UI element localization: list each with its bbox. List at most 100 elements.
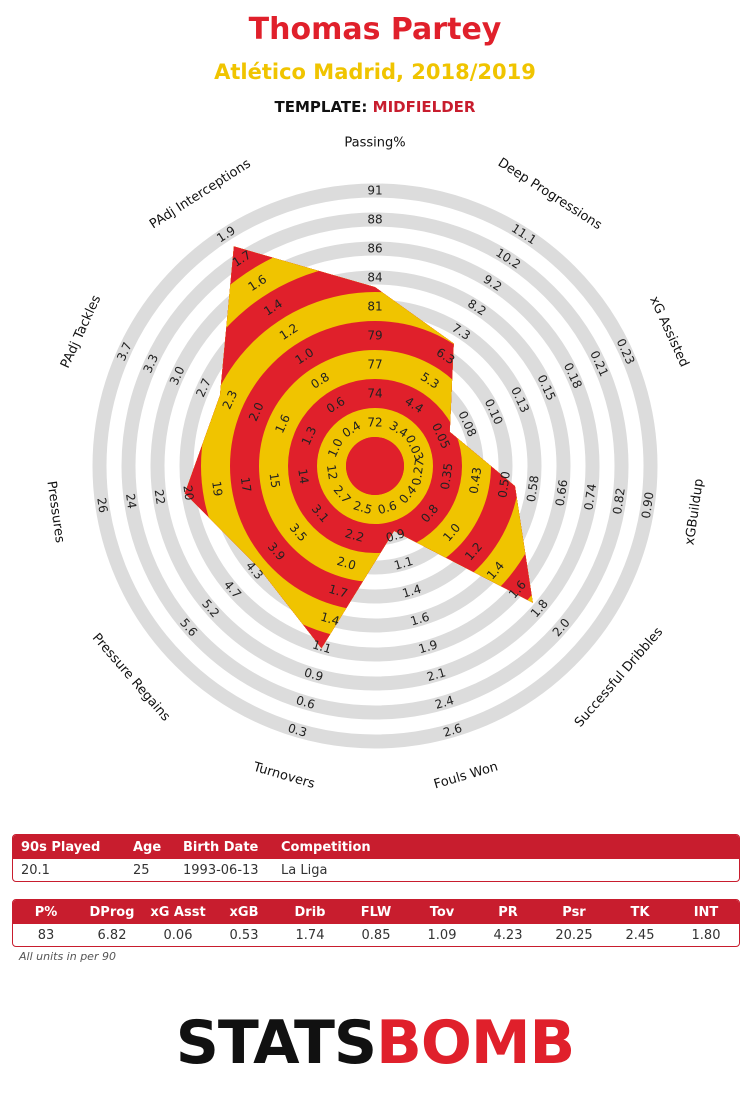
axis-tick-label: 0.18 (561, 361, 585, 391)
axis-tick-label: 84 (367, 271, 382, 285)
axis-tick-label: 2.6 (441, 721, 463, 740)
axis-tick-label: 17 (238, 476, 254, 493)
axis-tick-label: 2.5 (352, 498, 374, 517)
axis-tick-label: 20 (180, 484, 196, 501)
background-ring (150, 241, 600, 691)
axis-tick-label: 0.9 (303, 665, 325, 684)
background-ring (179, 270, 571, 662)
axis-tick-label: 1.6 (409, 610, 431, 629)
axis-tick-label: 0.6 (294, 693, 316, 712)
stats-value-cell: 20.25 (555, 927, 593, 943)
axis-tick-label: 15 (267, 472, 283, 489)
info-value-cell: 20.1 (21, 862, 50, 878)
axis-tick-label: 22 (152, 488, 168, 505)
template-label: TEMPLATE: (274, 98, 368, 116)
template-line: TEMPLATE: MIDFIELDER (0, 98, 750, 116)
axis-tick-label: 0.43 (467, 466, 485, 494)
stats-header-cell: FLW (360, 904, 392, 920)
statsbomb-logo: STATSBOMB (0, 1008, 750, 1078)
axis-tick-label: 0.13 (508, 385, 532, 415)
axis-tick-label: 2.2 (343, 526, 365, 545)
stats-value-cell: 0.53 (229, 927, 259, 943)
axis-tick-label: 0.58 (524, 474, 542, 502)
template-value: MIDFIELDER (372, 98, 476, 116)
stats-value-cell: 83 (37, 927, 55, 943)
info-table-header: 90s Played Age Birth Date Competition (13, 835, 739, 859)
stats-table-header: P% DProg xG Asst xGB Drib FLW Tov PR Psr… (13, 900, 739, 924)
info-table: 90s Played Age Birth Date Competition 20… (12, 834, 740, 882)
stats-header-cell: Psr (562, 904, 586, 920)
radar-center (346, 437, 404, 495)
stats-value-cell: 1.80 (691, 927, 721, 943)
stats-header-cell: xGB (229, 904, 259, 920)
stats-header-cell: Drib (294, 904, 326, 920)
axis-label: Fouls Won (432, 759, 500, 792)
axis-tick-label: 1.9 (417, 637, 439, 656)
stats-header-cell: DProg (89, 904, 135, 920)
axis-tick-label: 0.15 (535, 373, 559, 403)
axis-tick-label: 2.1 (425, 665, 447, 684)
axis-tick-label: 12 (324, 464, 340, 481)
axis-tick-label: 1.1 (392, 554, 414, 573)
axis-tick-label: 74 (367, 387, 382, 401)
info-value-cell: La Liga (281, 862, 328, 878)
stats-header-cell: INT (693, 904, 719, 920)
stats-value-cell: 1.09 (427, 927, 457, 943)
stats-value-cell: 6.82 (97, 927, 127, 943)
axis-tick-label: 1.1 (311, 637, 333, 656)
axis-tick-label: 79 (367, 329, 382, 343)
axis-tick-label: 0.3 (286, 721, 308, 740)
info-header-cell: Competition (281, 839, 371, 855)
axis-tick-label: 91 (367, 184, 382, 198)
stats-header-cell: Tov (429, 904, 455, 920)
axis-tick-label: 1.4 (401, 582, 423, 601)
axis-label: xG Assisted (646, 294, 691, 369)
club-season: Atlético Madrid, 2018/2019 (214, 60, 536, 84)
units-footnote: All units in per 90 (19, 950, 116, 963)
axis-tick-label: 72 (367, 416, 382, 430)
radar-chart: 727477798184868891Passing%3.44.45.36.37.… (43, 136, 707, 793)
axis-label: PAdj Tackles (58, 293, 104, 371)
stats-value-cell: 1.74 (295, 927, 325, 943)
info-header-cell: Age (133, 839, 162, 855)
info-header-cell: 90s Played (21, 839, 101, 855)
axis-tick-label: 0.23 (614, 336, 638, 366)
player-name: Thomas Partey (248, 12, 502, 47)
info-header-cell: Birth Date (183, 839, 259, 855)
stats-value-cell: 4.23 (493, 927, 523, 943)
logo-text-bomb: BOMB (376, 1008, 575, 1078)
info-value-cell: 1993-06-13 (183, 862, 259, 878)
axis-tick-label: 0.10 (482, 397, 506, 427)
axis-tick-label: 26 (94, 497, 110, 514)
axis-label: Pressures (43, 480, 67, 544)
axis-tick-label: 0.35 (438, 462, 456, 490)
axis-tick-label: 0.6 (376, 498, 398, 517)
stats-table: P% DProg xG Asst xGB Drib FLW Tov PR Psr… (12, 899, 740, 947)
axis-tick-label: 2.0 (335, 554, 357, 573)
axis-label: Passing% (344, 136, 405, 151)
stats-header-cell: TK (630, 904, 650, 920)
axis-tick-label: 14 (295, 468, 311, 485)
info-table-row: 20.1 25 1993-06-13 La Liga (13, 859, 739, 881)
axis-label: xGBuildup (683, 478, 707, 546)
stats-header-cell: xG Asst (150, 904, 206, 920)
axis-tick-label: 77 (367, 358, 382, 372)
axis-tick-label: 86 (367, 242, 382, 256)
stats-value-cell: 0.85 (361, 927, 391, 943)
stats-table-row: 83 6.82 0.06 0.53 1.74 0.85 1.09 4.23 20… (13, 924, 739, 946)
axis-tick-label: 0.74 (581, 483, 599, 511)
axis-label: Turnovers (251, 760, 317, 793)
axis-tick-label: 0.08 (455, 409, 479, 439)
axis-tick-label: 1.4 (319, 610, 341, 629)
axis-tick-label: 81 (367, 300, 382, 314)
stats-value-cell: 2.45 (625, 927, 655, 943)
axis-tick-label: 0.66 (553, 479, 571, 507)
axis-tick-label: 0.90 (639, 491, 657, 519)
info-value-cell: 25 (133, 862, 150, 878)
background-ring (121, 212, 629, 720)
stats-header-cell: P% (34, 904, 58, 920)
logo-text-stats: STATS (175, 1008, 377, 1078)
axis-tick-label: 2.4 (433, 693, 455, 712)
stats-value-cell: 0.06 (163, 927, 193, 943)
axis-tick-label: 0.9 (384, 526, 406, 545)
